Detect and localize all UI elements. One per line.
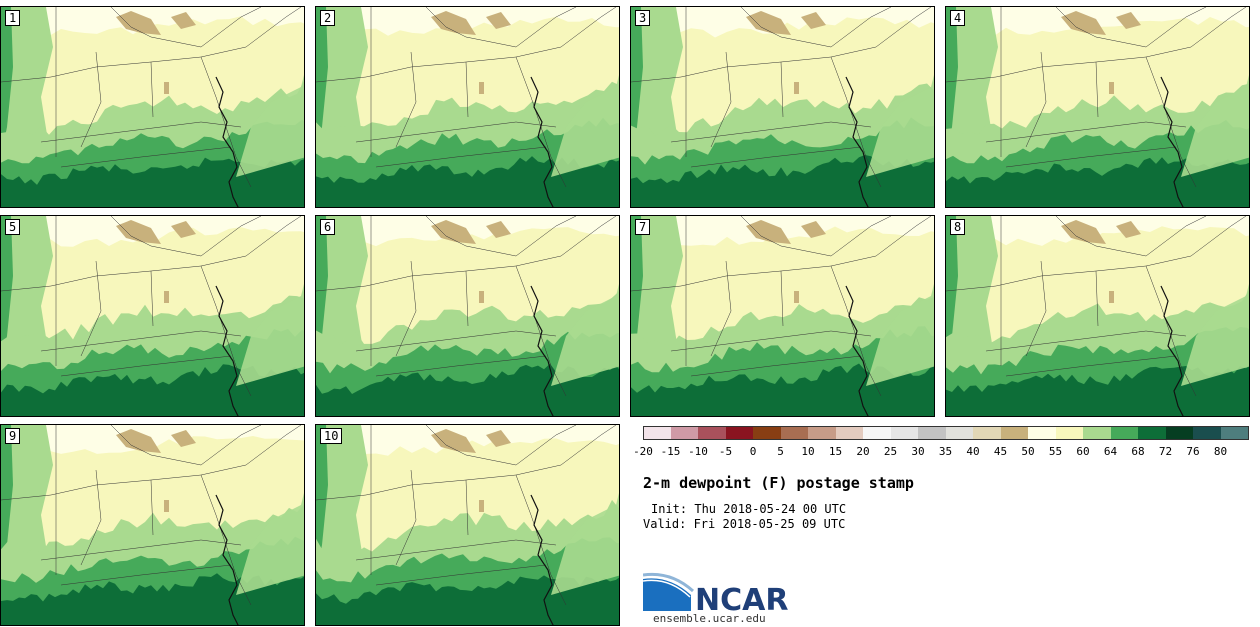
colorbar-tick-label: 25 [883, 445, 898, 458]
colorbar-tick-label: 40 [966, 445, 980, 458]
dewpoint-map [631, 7, 934, 207]
dewpoint-map [1, 7, 304, 207]
member-number: 6 [320, 219, 336, 235]
dewpoint-map [316, 7, 619, 207]
colorbar-segment [1055, 426, 1084, 440]
stamp-panel: 1 [0, 6, 305, 208]
dewpoint-map [631, 216, 934, 416]
colorbar-segment [890, 426, 919, 440]
colorbar-tick-label: 0 [749, 445, 757, 458]
ncar-logo: NCAR [642, 571, 793, 618]
colorbar-tick-label: -15 [660, 445, 681, 458]
colorbar-tick-label: 5 [777, 445, 784, 458]
colorbar-tick-label: 30 [911, 445, 925, 458]
dewpoint-map [1, 216, 304, 416]
colorbar-segment [753, 426, 781, 440]
colorbar-tick-label: 20 [856, 445, 870, 458]
stamp-panel: 6 [315, 215, 620, 417]
colorbar-tick-label: 60 [1076, 445, 1090, 458]
colorbar-segment [918, 426, 946, 440]
colorbar-segment [863, 426, 891, 440]
dewpoint-map [946, 216, 1249, 416]
colorbar-tick-label: 45 [993, 445, 1008, 458]
colorbar-tick-label: 35 [938, 445, 953, 458]
colorbar-segment [1193, 426, 1221, 440]
logo-text: NCAR [695, 583, 788, 613]
dewpoint-map [1, 425, 304, 625]
stamp-panel: 3 [630, 6, 935, 208]
colorbar-tick-label: -5 [718, 445, 733, 458]
colorbar-segment [1110, 426, 1139, 440]
colorbar-tick-label: 50 [1021, 445, 1035, 458]
colorbar-tick-label: -20 [633, 445, 653, 458]
plot-title: 2-m dewpoint (F) postage stamp [643, 474, 914, 492]
colorbar-segment [835, 426, 864, 440]
colorbar-tick-label: 76 [1186, 445, 1200, 458]
stamp-panel: 10 [315, 424, 620, 626]
member-number: 9 [5, 428, 21, 444]
colorbar-tick-label: 80 [1213, 445, 1228, 458]
colorbar-tick-label: 68 [1131, 445, 1145, 458]
init-time: Init: Thu 2018-05-24 00 UTC [651, 502, 847, 516]
colorbar-segment [670, 426, 699, 440]
colorbar-segment [945, 426, 974, 440]
ncar-logo-icon: NCAR [642, 572, 788, 618]
colorbar-segment [1028, 426, 1056, 440]
member-number: 7 [635, 219, 651, 235]
colorbar-segment [1000, 426, 1029, 440]
colorbar-tick-label: 72 [1158, 445, 1173, 458]
member-number: 2 [320, 10, 336, 26]
colorbar-segment [973, 426, 1001, 440]
site-url: ensemble.ucar.edu [653, 612, 766, 625]
colorbar-segment [1083, 426, 1111, 440]
colorbar-segment [1165, 426, 1194, 440]
stamp-panel: 5 [0, 215, 305, 417]
colorbar-segment [643, 426, 671, 440]
colorbar-segment [780, 426, 809, 440]
colorbar-tick-label: 10 [801, 445, 815, 458]
valid-time: Valid: Fri 2018-05-25 09 UTC [643, 517, 846, 531]
stamp-panel: 7 [630, 215, 935, 417]
stamp-panel: 8 [945, 215, 1250, 417]
dewpoint-map [316, 216, 619, 416]
colorbar-segment [1138, 426, 1166, 440]
dewpoint-map [946, 7, 1249, 207]
member-number: 8 [950, 219, 966, 235]
stamp-panel: 9 [0, 424, 305, 626]
dewpoint-map [316, 425, 619, 625]
member-number: 3 [635, 10, 651, 26]
colorbar-tick-label: 55 [1048, 445, 1063, 458]
colorbar-segment [1220, 426, 1249, 440]
colorbar-segment [698, 426, 726, 440]
colorbar-tick-label: 15 [828, 445, 843, 458]
member-number: 5 [5, 219, 21, 235]
colorbar-tick-label: 64 [1103, 445, 1118, 458]
stamp-panel: 4 [945, 6, 1250, 208]
member-number: 4 [950, 10, 966, 26]
colorbar-segment [808, 426, 836, 440]
member-number: 10 [320, 428, 343, 444]
stamp-panel: 2 [315, 6, 620, 208]
member-number: 1 [5, 10, 21, 26]
colorbar-segment [725, 426, 754, 440]
colorbar-tick-label: -10 [688, 445, 708, 458]
